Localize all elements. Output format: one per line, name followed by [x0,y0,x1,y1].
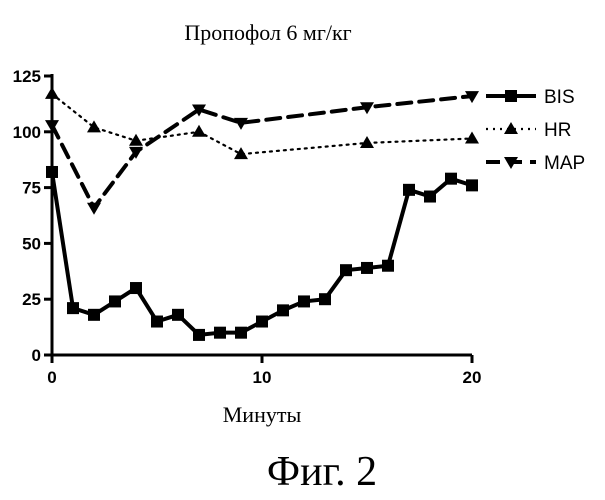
x-axis-label: Минуты [223,402,302,427]
data-point-bis [361,262,373,274]
data-point-bis [319,293,331,305]
y-tick-label: 0 [32,346,41,365]
data-point-hr [87,120,101,132]
data-point-bis [88,309,100,321]
legend-label-map: MAP [544,153,585,174]
series-hr [45,87,479,159]
y-tick-label: 100 [13,123,41,142]
x-tick-label: 10 [253,368,272,387]
data-point-bis [193,329,205,341]
data-point-bis [298,295,310,307]
data-point-bis [403,184,415,196]
figure-caption: Фиг. 2 [267,449,377,495]
data-point-hr [465,131,479,143]
x-tick-label: 0 [47,368,56,387]
data-point-bis [214,327,226,339]
legend-label-bis: BIS [544,87,575,108]
data-point-bis [445,173,457,185]
data-point-bis [382,260,394,272]
series-map [45,91,479,215]
data-point-bis [256,316,268,328]
y-tick-label: 25 [22,290,41,309]
y-tick-label: 50 [22,234,41,253]
legend: BIS HR MAP [486,87,585,174]
legend-item-bis: BIS [486,87,575,108]
legend-item-map: MAP [486,153,585,174]
data-point-bis [109,295,121,307]
data-point-bis [172,309,184,321]
data-point-hr [192,125,206,137]
y-axis: 0 25 50 75 100 125 [13,67,52,365]
data-point-hr [234,147,248,159]
data-point-bis [340,264,352,276]
data-point-bis [130,282,142,294]
data-point-hr [360,136,374,148]
data-point-bis [277,304,289,316]
data-point-bis [67,302,79,314]
series-bis [46,166,478,341]
data-point-bis [235,327,247,339]
x-tick-label: 20 [463,368,482,387]
series-layer [45,87,479,341]
data-point-bis [466,179,478,191]
data-point-bis [424,191,436,203]
legend-item-hr: HR [486,120,571,141]
chart-title: Пропофол 6 мг/кг [184,20,351,45]
data-point-hr [45,87,59,99]
data-point-map [87,203,101,215]
data-point-bis [46,166,58,178]
legend-marker-bis [505,90,517,102]
x-axis: 0 10 20 [47,355,481,387]
y-tick-label: 125 [13,67,41,86]
data-point-bis [151,316,163,328]
y-tick-label: 75 [22,179,41,198]
series-line-bis [52,172,472,335]
legend-label-hr: HR [544,120,571,141]
